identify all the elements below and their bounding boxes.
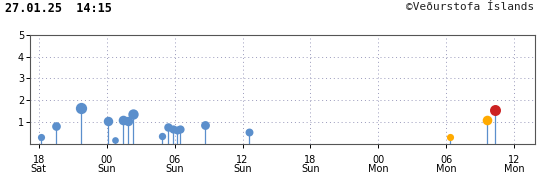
Text: Sun: Sun xyxy=(301,164,320,174)
Text: Mon: Mon xyxy=(436,164,457,174)
Text: ©Veðurstofa Íslands: ©Veðurstofa Íslands xyxy=(407,2,535,12)
Text: 12: 12 xyxy=(237,155,249,165)
Text: 27.01.25  14:15: 27.01.25 14:15 xyxy=(5,2,112,15)
Text: Mon: Mon xyxy=(368,164,389,174)
Text: 18: 18 xyxy=(305,155,316,165)
Text: Sun: Sun xyxy=(165,164,184,174)
Text: 00: 00 xyxy=(100,155,113,165)
Text: 06: 06 xyxy=(440,155,453,165)
Text: Mon: Mon xyxy=(504,164,524,174)
Text: 18: 18 xyxy=(32,155,45,165)
Text: 00: 00 xyxy=(372,155,384,165)
Text: 06: 06 xyxy=(168,155,181,165)
Text: Sun: Sun xyxy=(97,164,116,174)
Text: Sun: Sun xyxy=(233,164,252,174)
Text: 12: 12 xyxy=(508,155,521,165)
Text: Sat: Sat xyxy=(31,164,47,174)
